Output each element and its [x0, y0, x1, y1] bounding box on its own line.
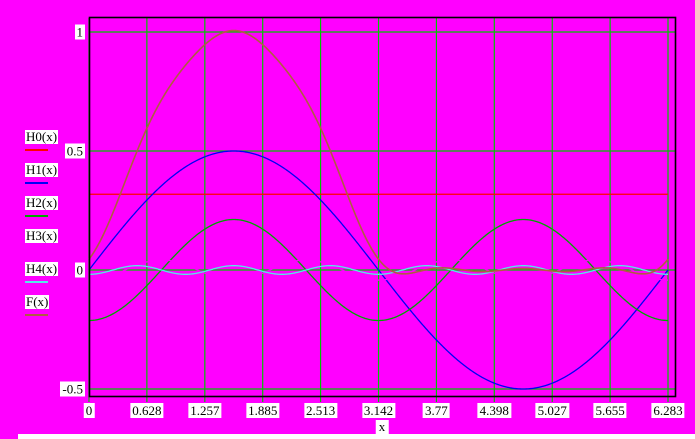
- x-tick-label: 1.885: [246, 403, 280, 418]
- legend-label: H3(x): [25, 228, 59, 243]
- x-tick-label: 5.027: [535, 403, 569, 418]
- legend-label: H1(x): [25, 162, 59, 177]
- legend-color-line: [25, 215, 48, 217]
- legend-color-line: [25, 182, 48, 184]
- legend-color-line: [25, 248, 48, 250]
- x-tick-label: 0: [83, 403, 95, 418]
- x-tick-label: 4.398: [477, 403, 511, 418]
- x-tick-label: 0.628: [130, 403, 164, 418]
- trace-H3x: [88, 259, 669, 281]
- x-tick-label: 3.142: [361, 403, 396, 418]
- x-axis-title: x: [375, 419, 389, 434]
- legend-item: F(x): [25, 293, 50, 316]
- legend-color-line: [25, 281, 48, 283]
- legend-color-line: [25, 149, 48, 151]
- legend-label: H4(x): [25, 261, 59, 276]
- legend-label: F(x): [25, 294, 50, 309]
- legend-label: H2(x): [25, 195, 59, 210]
- x-tick-label: 6.283: [651, 403, 685, 418]
- legend-item: H2(x): [25, 194, 59, 217]
- trace-H4x: [88, 265, 669, 275]
- x-axis-title-text: x: [378, 419, 386, 434]
- legend-item: H0(x): [25, 128, 59, 151]
- plot-canvas: [88, 16, 677, 402]
- y-tick-label: 0: [74, 262, 85, 278]
- trace-H2x: [88, 218, 669, 322]
- worksheet-edge: [18, 434, 695, 439]
- trace-H1x: [88, 150, 669, 390]
- x-tick-label: 5.655: [593, 403, 627, 418]
- plot-area: [88, 16, 677, 409]
- y-tick-label: 0.5: [64, 143, 85, 159]
- legend-item: H1(x): [25, 161, 59, 184]
- y-tick-label: 1: [74, 24, 85, 40]
- trace-Fx: [88, 29, 669, 275]
- x-tick-label: 1.257: [188, 403, 222, 418]
- legend-item: H3(x): [25, 227, 59, 250]
- y-tick-label: -0.5: [60, 381, 85, 397]
- x-tick-label: 2.513: [303, 403, 338, 418]
- x-tick-label: 3.77: [423, 403, 450, 418]
- legend-item: H4(x): [25, 260, 59, 283]
- legend-label: H0(x): [25, 129, 59, 144]
- legend-color-line: [25, 314, 48, 316]
- plot-border: [88, 16, 677, 398]
